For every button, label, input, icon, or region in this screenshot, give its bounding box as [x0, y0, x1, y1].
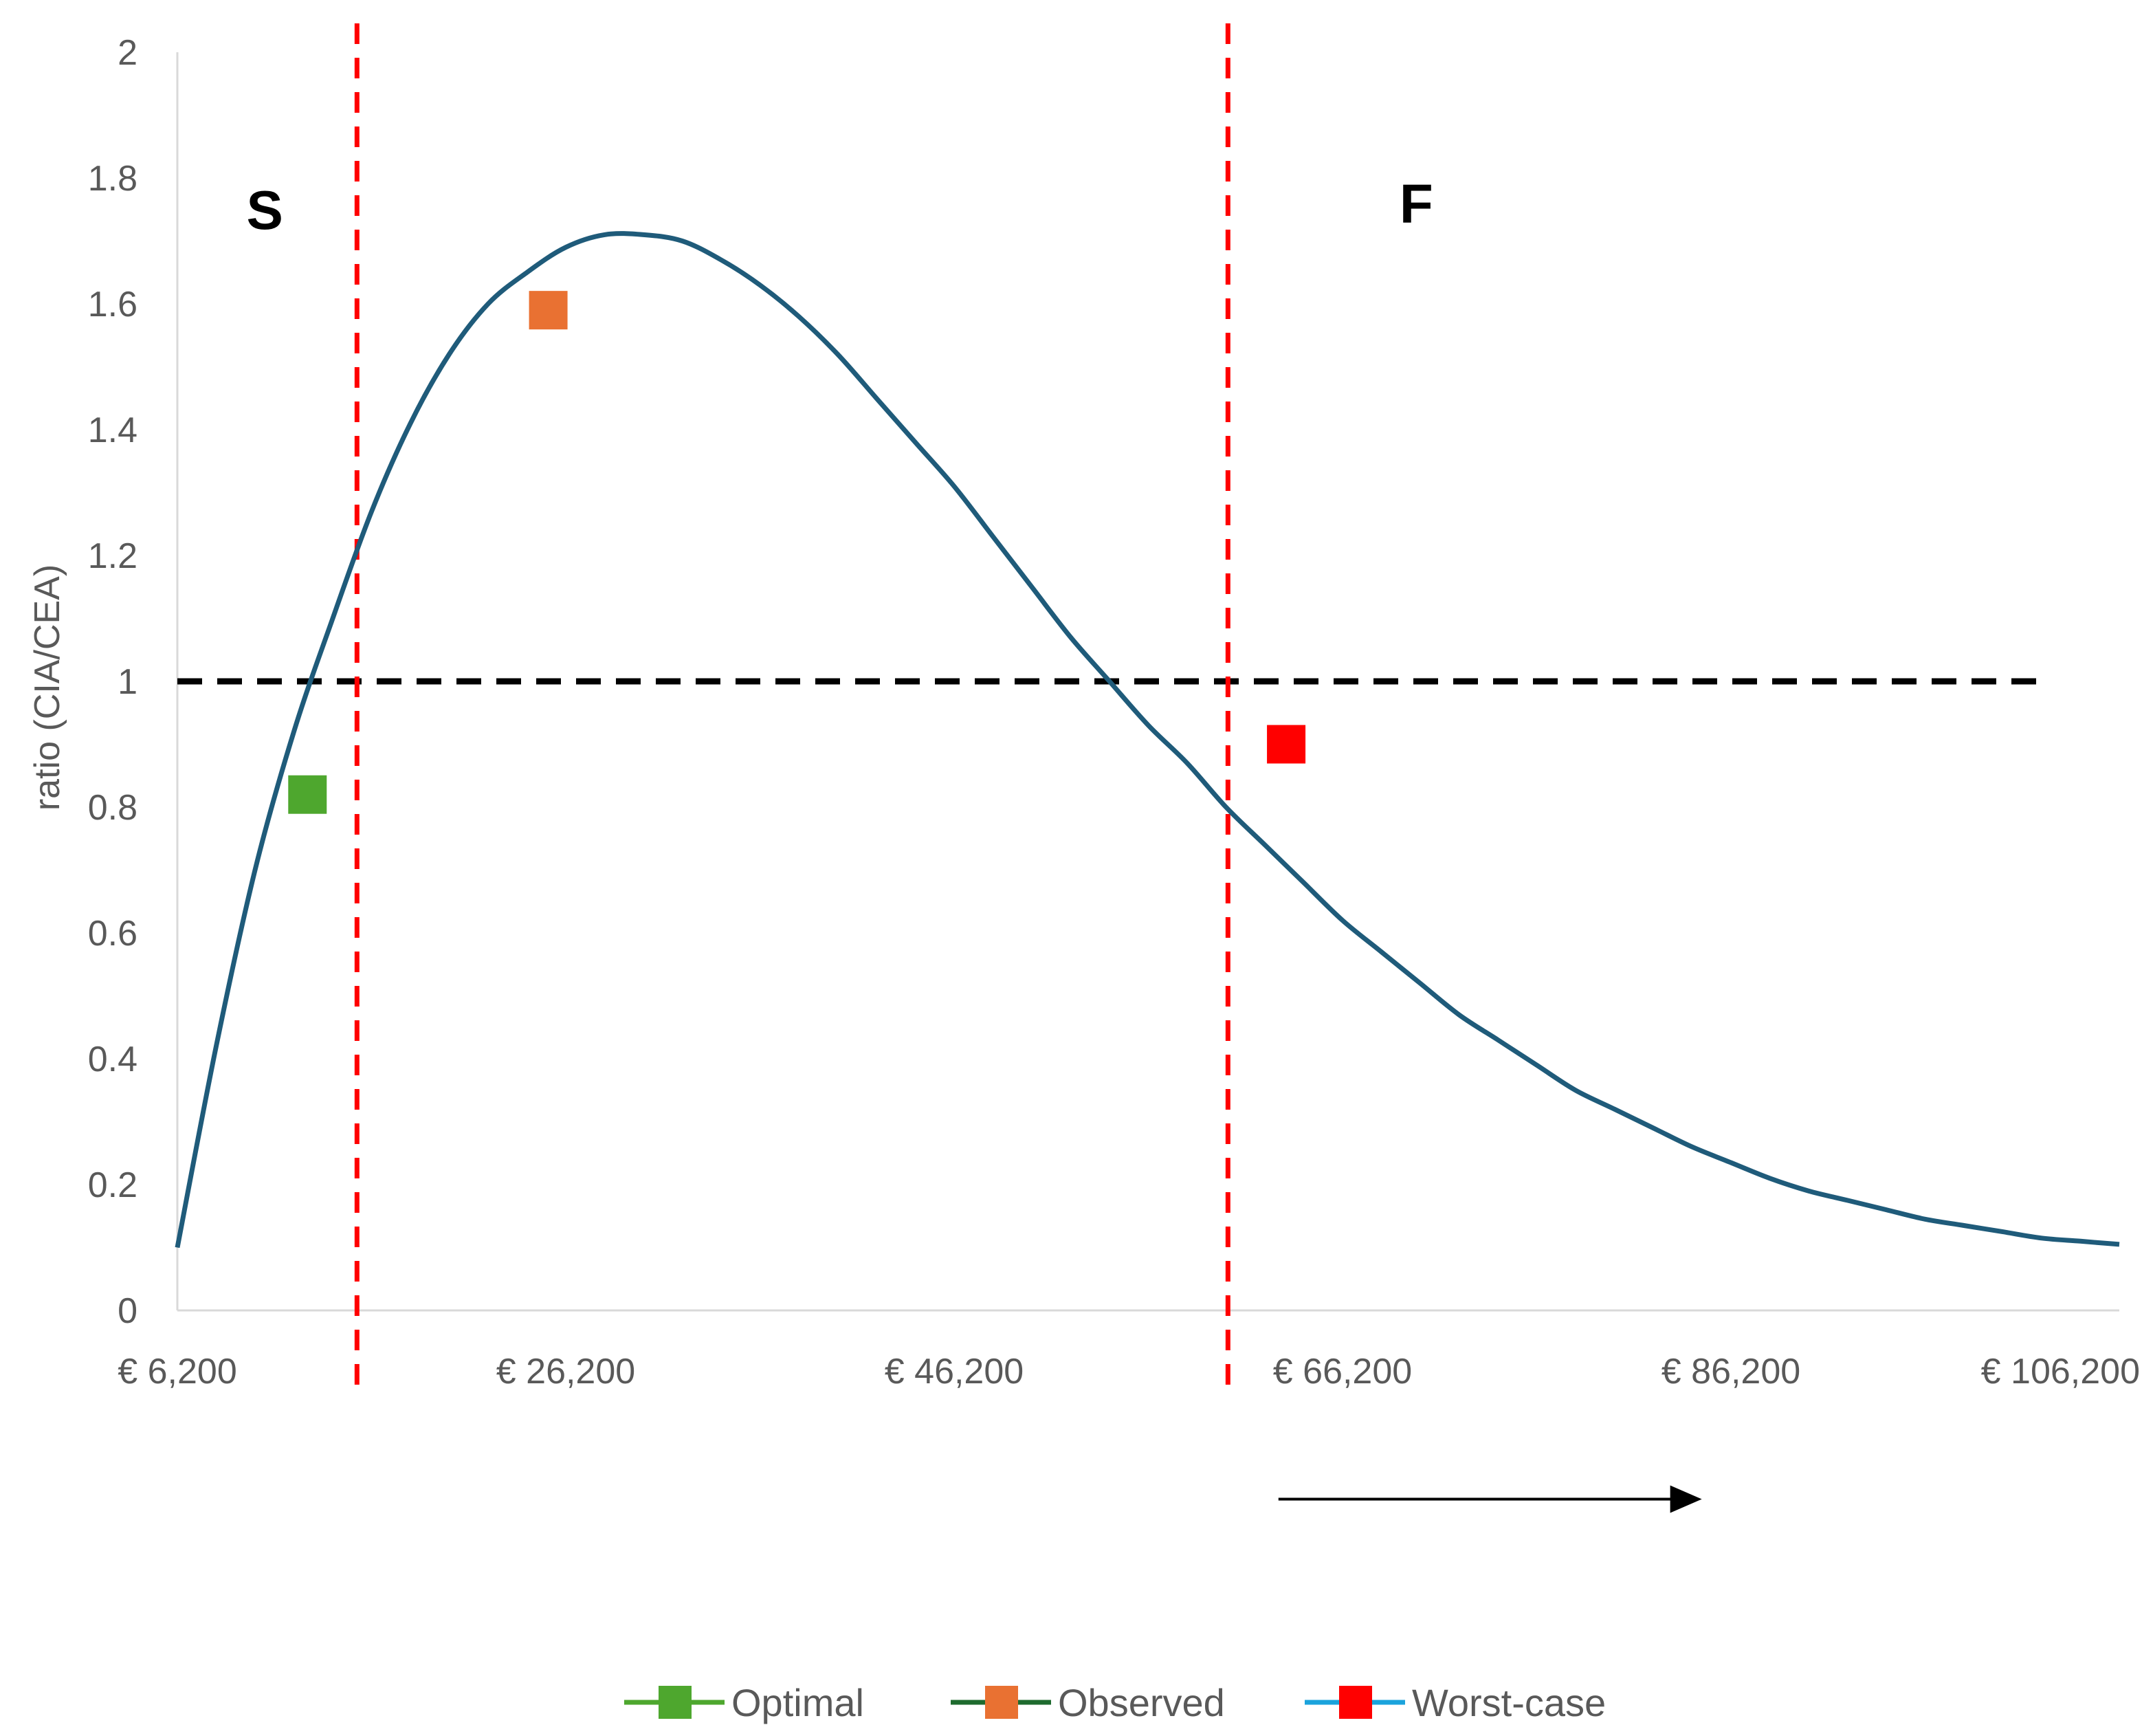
legend-item-worst-case: Worst-case: [1305, 1681, 1606, 1724]
legend-item-optimal: Optimal: [624, 1681, 864, 1724]
y-tick-label: 0.4: [88, 1040, 137, 1079]
ratio-curve: [175, 231, 2120, 1249]
x-tick-label: € 6,200: [118, 1352, 237, 1392]
x-tick-labels: € 6,200 € 26,200 € 46,200 € 66,200 € 86,200 €…: [118, 1352, 2140, 1392]
legend: Optimal Observed Worst-case: [624, 1681, 1606, 1724]
y-axis-title: ratio (CIA/CEA): [27, 564, 67, 811]
point-worst-case: [1267, 725, 1306, 764]
data-points: [288, 291, 1306, 814]
y-tick-label: 1: [118, 662, 137, 702]
reference-lines: [177, 23, 2042, 1387]
point-optimal: [288, 775, 327, 814]
legend-marker: [985, 1686, 1018, 1719]
y-tick-label: 0.6: [88, 914, 137, 954]
arrow-head: [1670, 1485, 1702, 1513]
legend-marker: [1339, 1686, 1372, 1719]
y-tick-label: 0: [118, 1291, 137, 1331]
x-tick-label: € 46,200: [885, 1352, 1024, 1392]
legend-marker: [659, 1686, 692, 1719]
y-tick-label: 1.8: [88, 159, 137, 199]
legend-item-observed: Observed: [951, 1681, 1225, 1724]
curve-layer: [175, 231, 2120, 1249]
y-tick-label: 0.8: [88, 788, 137, 828]
x-tick-label: € 26,200: [496, 1352, 635, 1392]
x-tick-label: € 66,200: [1273, 1352, 1412, 1392]
y-tick-label: 0.2: [88, 1165, 137, 1205]
y-tick-labels: 0 0.2 0.4 0.6 0.8 1 1.2 1.4 1.6 1.8 2: [88, 33, 137, 1331]
legend-label: Optimal: [731, 1681, 864, 1724]
y-tick-label: 1.4: [88, 410, 137, 450]
point-observed: [529, 291, 568, 330]
x-tick-label: € 86,200: [1661, 1352, 1800, 1392]
region-label-s: S: [246, 179, 283, 241]
y-tick-label: 2: [118, 33, 137, 73]
legend-label: Observed: [1058, 1681, 1225, 1724]
direction-arrow: [1278, 1485, 1702, 1513]
region-label-f: F: [1400, 173, 1433, 234]
y-tick-label: 1.6: [88, 285, 137, 325]
legend-label: Worst-case: [1412, 1681, 1606, 1724]
y-tick-label: 1.2: [88, 536, 137, 576]
x-tick-label: € 106,200: [1981, 1352, 2140, 1392]
